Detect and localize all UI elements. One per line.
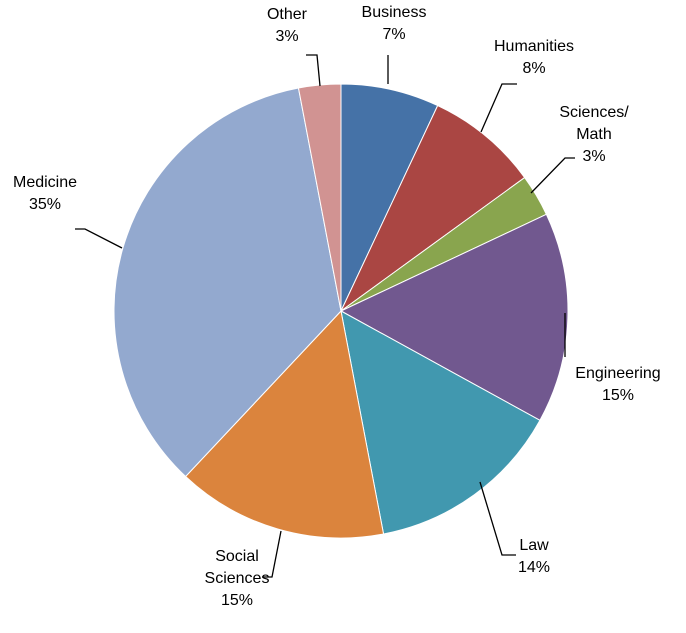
slice-value-label: 8% — [522, 60, 545, 77]
slice-value-label: 14% — [518, 559, 550, 576]
slice-category-label: Business — [362, 4, 427, 21]
slice-label-sciences-math: Sciences/Math 3% — [559, 104, 629, 165]
slice-value-label: 3% — [275, 28, 298, 45]
slice-value-label: 7% — [382, 26, 405, 43]
pie-slices — [113, 83, 569, 539]
leader-line-law — [479, 481, 516, 556]
slice-value-label: 15% — [602, 387, 634, 404]
slice-category-label: Sciences/ — [559, 104, 629, 121]
slice-category-label: Law — [519, 537, 549, 554]
slice-label-engineering: Engineering 15% — [575, 365, 660, 404]
slice-category-label: Humanities — [494, 38, 574, 55]
pie-slice-medicine — [113, 87, 342, 478]
slice-category-label: Engineering — [575, 365, 660, 382]
pie-slice-engineering — [339, 213, 569, 422]
leader-line-medicine — [75, 228, 123, 249]
slice-category-label: Other — [267, 6, 308, 23]
slice-labels: Business 7% Humanities 8% Sciences/Math 3% Eng… — [13, 4, 661, 609]
slice-label-other: Other 3% — [267, 6, 308, 45]
leader-line-humanities — [480, 83, 517, 133]
slice-value-label: 35% — [29, 196, 61, 213]
slice-label-law: Law 14% — [518, 537, 550, 576]
pie-slice-law — [340, 310, 541, 535]
leader-line-sciences-math — [530, 157, 575, 194]
slice-value-label: 15% — [221, 592, 253, 609]
leader-line-other — [306, 54, 321, 87]
leader-line-social-sciences — [262, 530, 282, 578]
slice-label-business: Business 7% — [362, 4, 427, 43]
pie-slice-humanities — [340, 104, 526, 312]
slice-category-label: Medicine — [13, 174, 77, 191]
leader-lines — [75, 54, 575, 578]
slice-category-label: Social — [215, 548, 259, 565]
slice-label-social-sciences: Social Sciences 15% — [205, 548, 270, 609]
slice-category-label: Sciences — [205, 570, 270, 587]
slice-category-label: Math — [576, 126, 612, 143]
slice-label-humanities: Humanities 8% — [494, 38, 574, 77]
pie-slice-social-sciences — [184, 309, 385, 539]
slice-label-medicine: Medicine 35% — [13, 174, 77, 213]
slice-value-label: 3% — [582, 148, 605, 165]
